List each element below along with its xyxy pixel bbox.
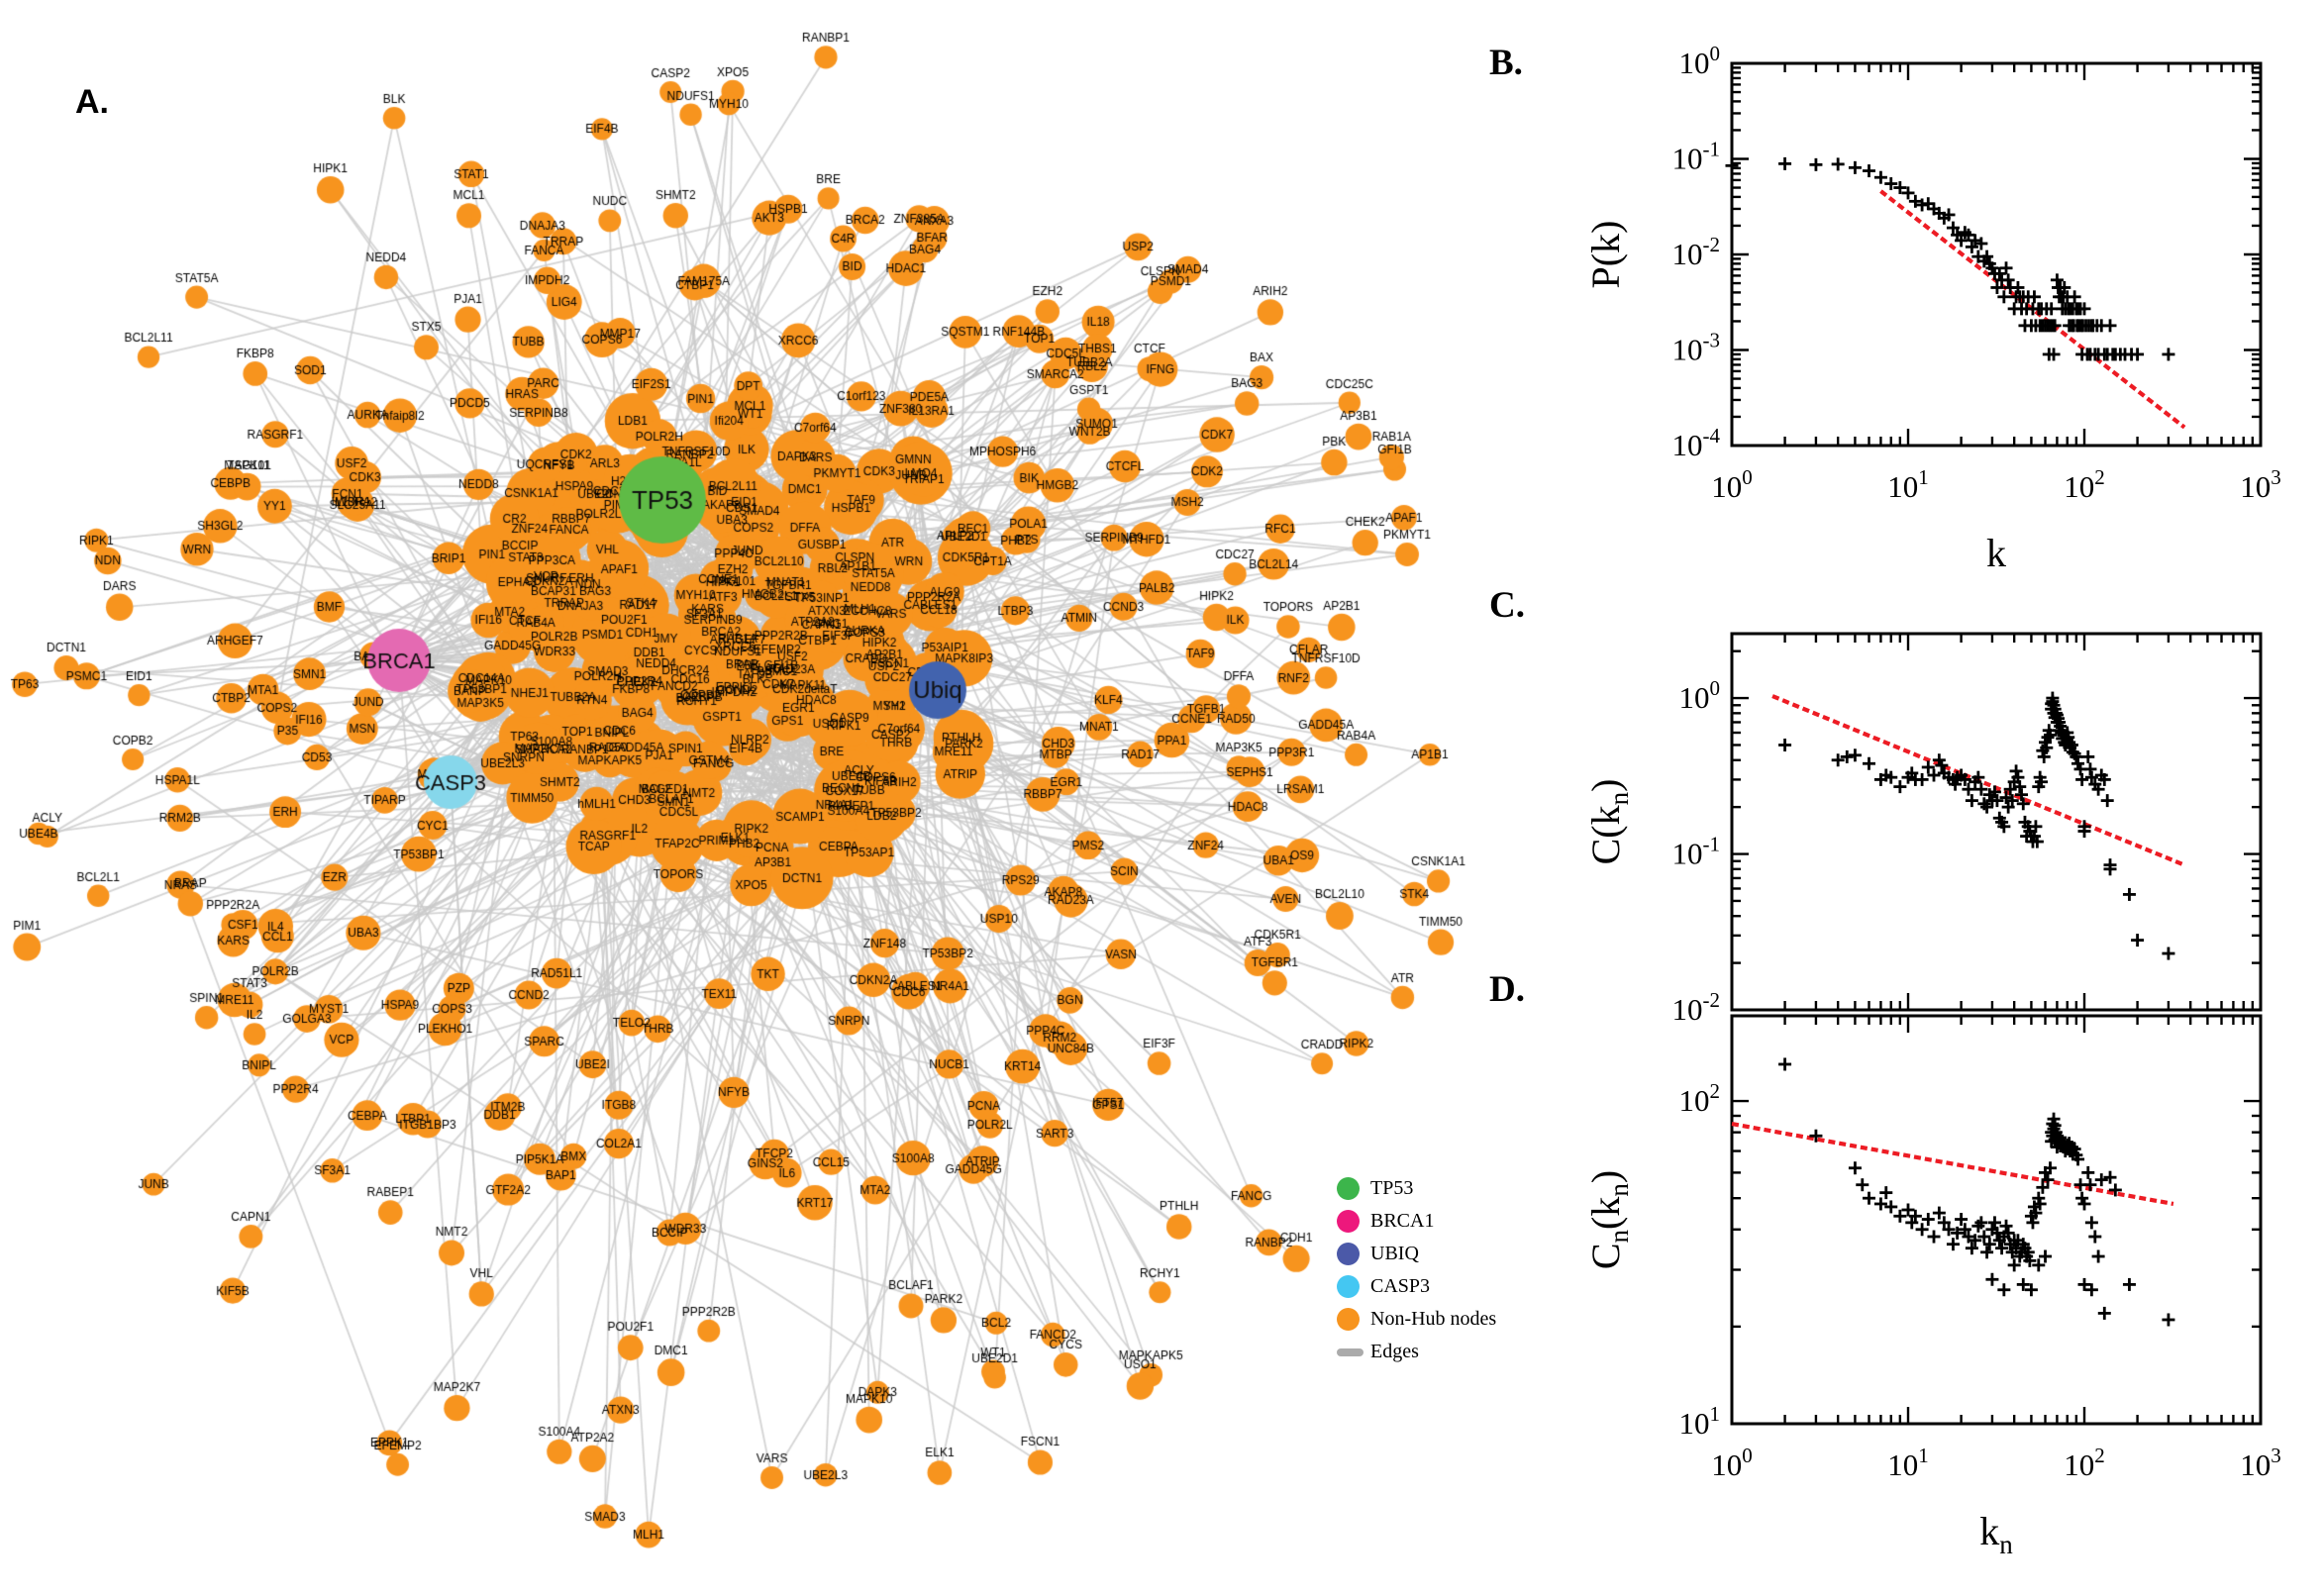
fit-line-D [1731,1122,2174,1207]
edge-swatch-icon [1337,1347,1364,1356]
plot-panel-C: 100 10-1 10-2 C(kn​) [1583,632,2263,1027]
legend-item-brca1: BRCA1 [1337,1205,1496,1238]
node-swatch-icon [1337,1210,1360,1233]
legend-item-label: BRCA1 [1370,1210,1435,1232]
panel-b-label: B. [1489,43,1523,83]
tick-label-D-x2: 102 [2064,1444,2105,1482]
legend-item-label: Non-Hub nodes [1370,1308,1497,1330]
tick-label-B-x3: 103 [2240,465,2281,504]
tick-label-B-x1: 101 [1887,465,1929,504]
tick-label-B-x2: 102 [2064,465,2105,504]
tick-label-C-y-1: 10-1 [1672,833,1721,871]
legend-item-label: Edges [1370,1341,1419,1362]
y-axis-title-B: P(k) [1583,221,1628,289]
node-swatch-icon [1337,1177,1360,1200]
network-legend: TP53 BRCA1 UBIQ CASP3 Non-Hub nodes Edges [1337,1172,1496,1368]
tick-label-B-x0: 100 [1711,465,1753,504]
tick-label-D-x3: 103 [2240,1444,2281,1482]
y-axis-title-D: Cn​(kn​) [1583,1170,1634,1269]
network-graph-canvas [0,0,1485,1596]
tick-label-B-y-1: 10-1 [1672,138,1721,176]
tick-label-B-y-4: 10-4 [1672,424,1721,462]
scatter-points-B [1725,156,2175,361]
tick-label-D-x0: 100 [1711,1444,1753,1482]
scatter-points-C [1778,691,2175,960]
legend-item-tp53: TP53 [1337,1172,1496,1205]
legend-item-casp3: CASP3 [1337,1270,1496,1303]
x-axis-title-D: kn​ [1979,1509,2013,1559]
panel-d-label: D. [1489,969,1525,1010]
y-axis-title-C: C(kn​) [1583,779,1634,865]
tick-label-B-y0: 100 [1679,42,1721,80]
legend-item-label: CASP3 [1370,1275,1431,1297]
tick-label-B-y-3: 10-3 [1672,329,1721,367]
legend-item-non-hub: Non-Hub nodes [1337,1303,1496,1336]
panel-c-label: C. [1489,585,1525,626]
fit-line-C [1771,694,2183,866]
node-swatch-icon [1337,1243,1360,1265]
tick-label-D-y1: 101 [1679,1402,1721,1441]
tick-label-C-y-2: 10-2 [1672,988,1721,1027]
legend-item-edges: Edges [1337,1336,1496,1368]
scatter-points-D [1778,1057,2175,1327]
legend-item-label: TP53 [1370,1177,1414,1199]
node-swatch-icon [1337,1308,1360,1331]
tick-label-D-x1: 101 [1887,1444,1929,1482]
x-axis-title-B: k [1986,531,2006,575]
tick-label-D-y2: 102 [1679,1079,1721,1118]
legend-item-label: UBIQ [1370,1243,1419,1264]
fit-line-B [1879,189,2186,430]
legend-item-ubiq: UBIQ [1337,1238,1496,1270]
tick-label-B-y-2: 10-2 [1672,233,1721,271]
tick-label-C-y0: 100 [1679,676,1721,715]
node-swatch-icon [1337,1275,1360,1298]
